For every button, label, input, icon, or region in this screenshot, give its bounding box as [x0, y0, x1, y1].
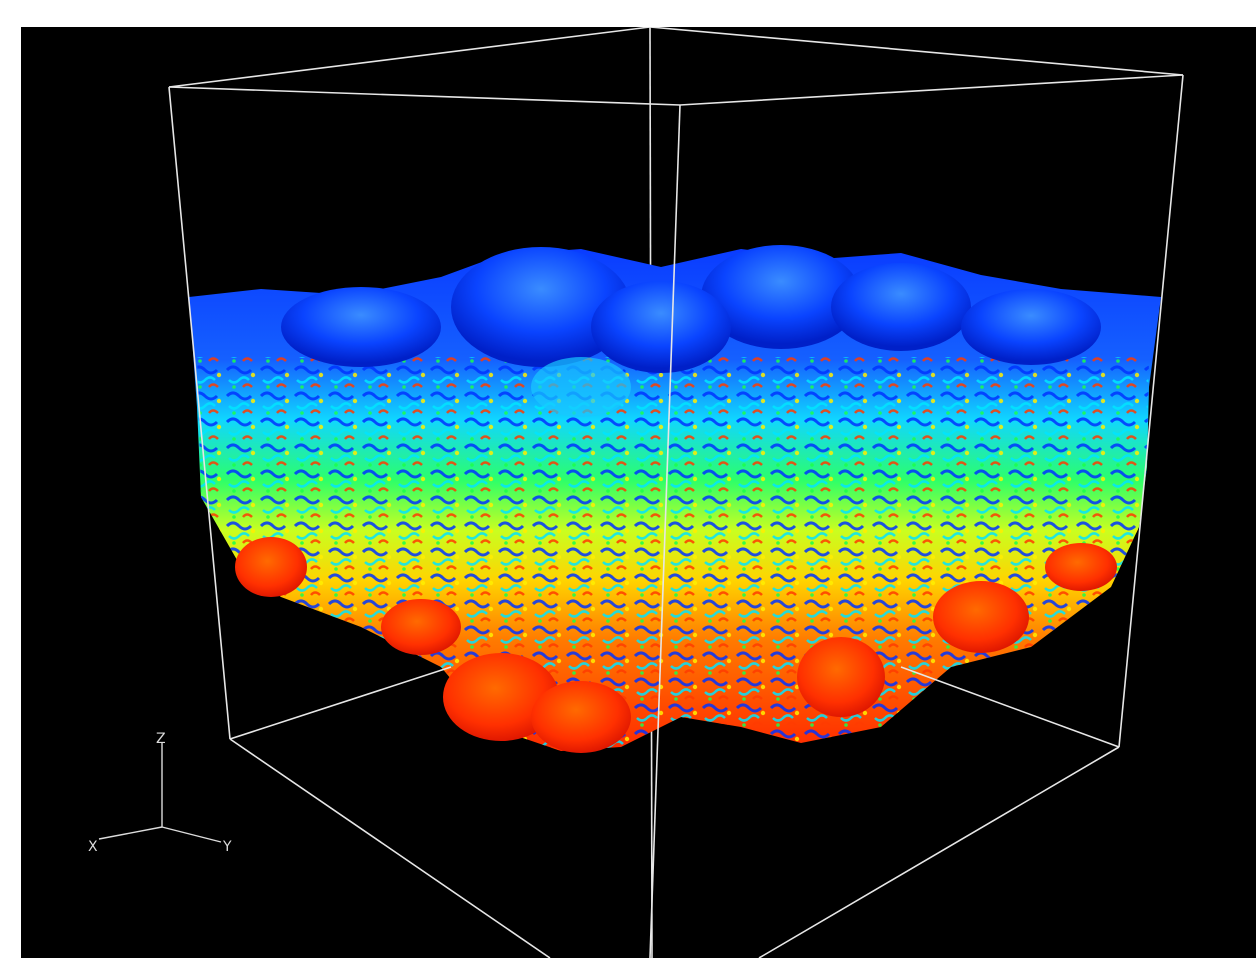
- y-axis-line: [161, 826, 222, 843]
- scene-svg: Z X Y: [88, 27, 1184, 958]
- bounding-box-front: [168, 74, 1184, 958]
- axes-triad: [98, 742, 222, 843]
- y-axis-label: Y: [222, 839, 232, 855]
- render-viewport[interactable]: Z X Y: [21, 27, 1256, 958]
- volume-rendering: [189, 245, 1161, 753]
- z-axis-label: Z: [156, 731, 166, 747]
- x-axis-line: [98, 826, 163, 840]
- x-axis-label: X: [88, 839, 98, 855]
